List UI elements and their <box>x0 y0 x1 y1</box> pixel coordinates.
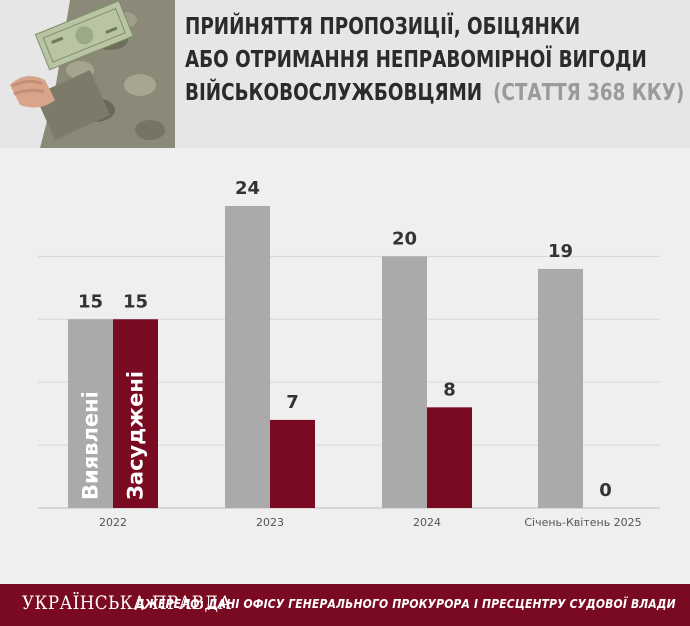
bar-convicted <box>270 419 315 508</box>
data-label: 8 <box>443 379 456 400</box>
title-line-2: або отримання неправомірної вигоди <box>185 45 647 73</box>
data-label: 15 <box>123 291 148 312</box>
series-label-convicted: Засуджені <box>124 371 148 500</box>
data-label: 20 <box>392 228 417 249</box>
source-note: ДЖЕРЕЛО: ДАНІ ОФІСУ ГЕНЕРАЛЬНОГО ПРОКУРО… <box>135 596 676 611</box>
bar-detected <box>68 319 113 508</box>
bar-detected <box>225 206 270 508</box>
bar-chart-svg: 15 15 2022 24 7 2023 20 8 2024 19 0 Січень-Квітень … <box>38 178 660 529</box>
category-label: 2024 <box>413 516 441 529</box>
footer-bar: УКРАЇНСЬКА ПРАВДА ДЖЕРЕЛО: ДАНІ ОФІСУ ГЕ… <box>0 584 690 626</box>
category-label: Січень-Квітень 2025 <box>524 516 641 529</box>
series-label-detected: Виявлені <box>79 391 103 500</box>
category-label: 2022 <box>99 516 127 529</box>
bar-convicted <box>113 319 158 508</box>
bar-chart: 15 15 2022 24 7 2023 20 8 2024 19 0 Січень-Квітень … <box>0 148 690 584</box>
data-label: 19 <box>548 241 573 262</box>
title-subtitle: (стаття 368 ККУ) <box>493 78 685 106</box>
header-banner: Прийняття пропозиції, обіцянки або отрим… <box>0 0 690 148</box>
bar-convicted <box>427 407 472 508</box>
bar-detected <box>382 256 427 508</box>
title-line-1: Прийняття пропозиції, обіцянки <box>185 12 581 40</box>
data-label: 24 <box>235 178 260 199</box>
category-label: 2023 <box>256 516 284 529</box>
title-line-3: військовослужбовцями (стаття 368 ККУ) <box>185 76 684 109</box>
data-label: 7 <box>286 392 299 413</box>
bar-detected <box>538 268 583 508</box>
brand-logo-text: УКРАЇНСЬКА ПРАВДА <box>22 592 232 614</box>
soldier-with-money-image <box>0 0 175 148</box>
data-label: 0 <box>599 480 612 501</box>
chart-title: Прийняття пропозиції, обіцянки або отрим… <box>185 10 684 109</box>
title-line-3-text: військовослужбовцями <box>185 78 483 106</box>
data-label: 15 <box>78 291 103 312</box>
